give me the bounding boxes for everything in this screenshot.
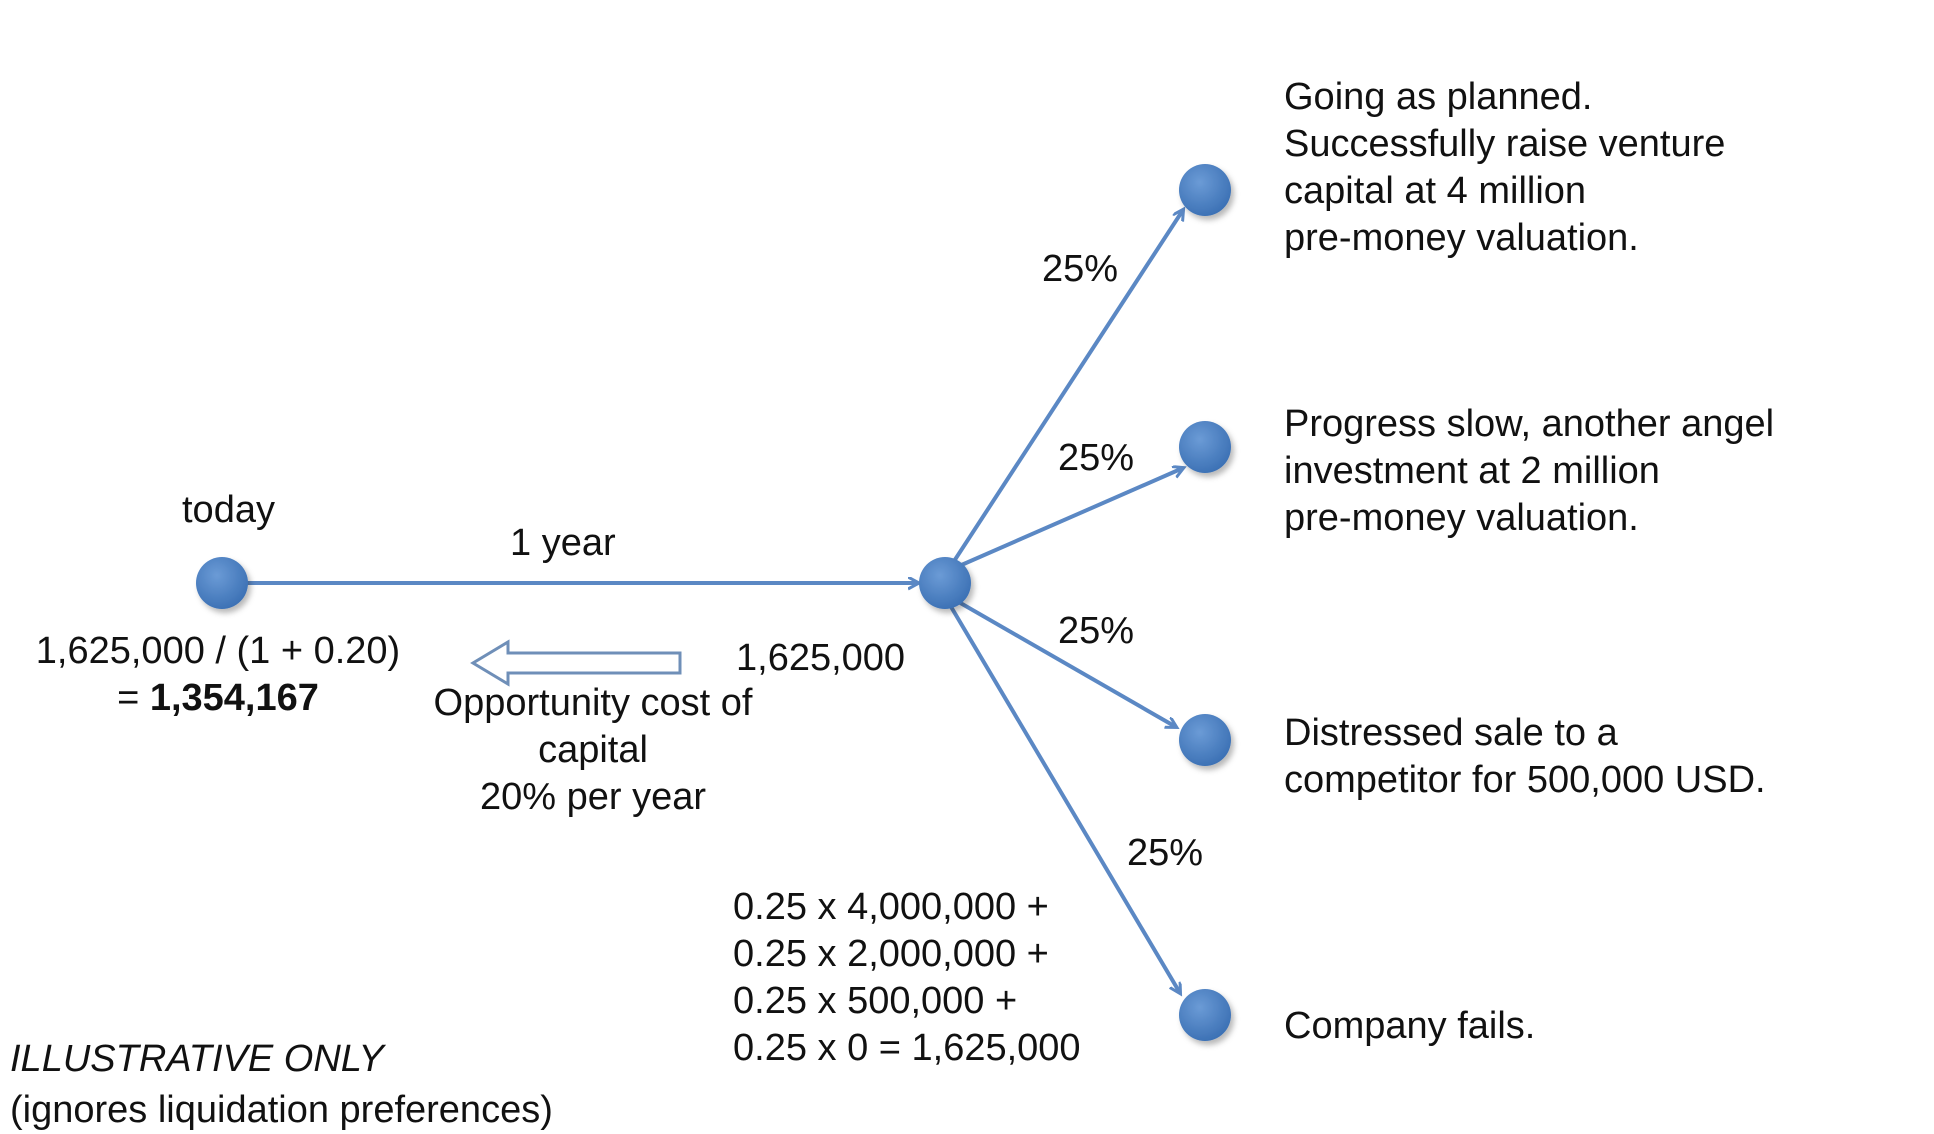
discount-formula: 1,625,000 / (1 + 0.20) = 1,354,167 xyxy=(18,628,418,722)
calc-line-3: 0.25 x 500,000 + xyxy=(733,980,1018,1022)
outcome-3-description: Distressed sale to a competitor for 500,… xyxy=(1284,710,1766,804)
expected-value-calculation: 0.25 x 4,000,000 + 0.25 x 2,000,000 + 0.… xyxy=(733,884,1081,1072)
node-outcome-1 xyxy=(1179,164,1231,216)
probability-label-2: 25% xyxy=(1058,437,1135,479)
edge-to-outcome-3 xyxy=(949,595,1176,727)
calc-line-1: 0.25 x 4,000,000 + xyxy=(733,886,1049,928)
node-outcome-2 xyxy=(1179,421,1231,473)
outcome-1-line-3: capital at 4 million xyxy=(1284,170,1587,212)
illustrative-only-label: ILLUSTRATIVE ONLY xyxy=(10,1038,384,1080)
probability-label-4: 25% xyxy=(1127,832,1204,874)
outcome-2-description: Progress slow, another angel investment … xyxy=(1284,401,1774,542)
outcome-2-line-2: investment at 2 million xyxy=(1284,450,1660,492)
opportunity-cost-arrow xyxy=(470,639,682,687)
calc-line-4: 0.25 x 0 = 1,625,000 xyxy=(733,1027,1081,1069)
edge-to-outcome-1 xyxy=(943,210,1183,577)
edge-to-outcome-2 xyxy=(949,468,1183,572)
outcome-2-line-1: Progress slow, another angel xyxy=(1284,403,1775,445)
opportunity-cost-line-1: Opportunity cost of xyxy=(433,682,753,724)
node-today xyxy=(196,557,248,609)
outcome-1-description: Going as planned. Successfully raise ven… xyxy=(1284,74,1725,262)
present-value: 1,354,167 xyxy=(149,677,319,719)
outcome-1-line-2: Successfully raise venture xyxy=(1284,123,1726,165)
discount-eq: = xyxy=(117,677,150,719)
node-outcome-3 xyxy=(1179,714,1231,766)
outcome-1-line-1: Going as planned. xyxy=(1284,76,1593,118)
node-outcome-4 xyxy=(1179,989,1231,1041)
edge-duration-label: 1 year xyxy=(510,522,616,564)
probability-label-1: 25% xyxy=(1042,248,1119,290)
expected-value-label: 1,625,000 xyxy=(736,637,906,679)
probability-label-3: 25% xyxy=(1058,610,1135,652)
opportunity-cost-line-3: 20% per year xyxy=(479,776,706,818)
node-one-year xyxy=(919,557,971,609)
outcome-2-line-3: pre-money valuation. xyxy=(1284,497,1639,539)
outcome-4-line-1: Company fails. xyxy=(1284,1005,1536,1047)
discount-result-line: = 1,354,167 xyxy=(18,675,418,722)
outcome-4-description: Company fails. xyxy=(1284,1003,1535,1050)
outcome-3-line-1: Distressed sale to a xyxy=(1284,712,1618,754)
discount-formula-line: 1,625,000 / (1 + 0.20) xyxy=(35,630,401,672)
outcome-3-line-2: competitor for 500,000 USD. xyxy=(1284,759,1766,801)
today-label: today xyxy=(182,489,275,531)
opportunity-cost-line-2: capital xyxy=(538,729,648,771)
outcome-1-line-4: pre-money valuation. xyxy=(1284,217,1639,259)
edge-to-outcome-4 xyxy=(945,598,1180,993)
calc-line-2: 0.25 x 2,000,000 + xyxy=(733,933,1049,975)
liquidation-note: (ignores liquidation preferences) xyxy=(10,1089,553,1131)
opportunity-cost-label: Opportunity cost of capital 20% per year xyxy=(413,680,773,821)
